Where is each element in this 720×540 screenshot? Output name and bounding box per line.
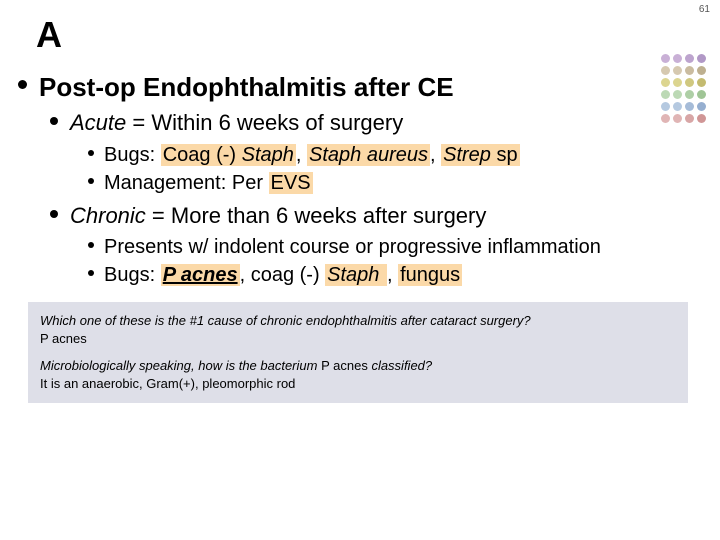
bullet-icon — [50, 117, 58, 125]
question-1: Which one of these is the #1 cause of ch… — [40, 312, 676, 330]
text: Bugs: — [104, 264, 161, 286]
highlight: fungus — [398, 264, 462, 286]
qa-block-2: Microbiologically speaking, how is the b… — [40, 357, 676, 392]
heading-text: Post-op Endophthalmitis after CE — [39, 72, 454, 103]
bullet-icon — [88, 242, 94, 248]
acute-italic: Acute — [70, 110, 126, 135]
acute-row: Acute = Within 6 weeks of surgery — [50, 109, 702, 138]
qa-block-1: Which one of these is the #1 cause of ch… — [40, 312, 676, 347]
heading-row: Post-op Endophthalmitis after CE — [18, 72, 702, 103]
chronic-row: Chronic = More than 6 weeks after surger… — [50, 202, 702, 231]
text: Management: Per — [104, 172, 269, 194]
question-2: Microbiologically speaking, how is the b… — [40, 357, 676, 375]
text: Coag (-) — [163, 144, 242, 166]
acute-bugs-row: Bugs: Coag (-) Staph, Staph aureus, Stre… — [88, 142, 702, 168]
chronic-bugs-row: Bugs: P acnes, coag (-) Staph , fungus — [88, 262, 702, 288]
chronic-italic: Chronic — [70, 203, 146, 228]
chronic-label: Chronic = More than 6 weeks after surger… — [70, 202, 486, 231]
acute-mgmt-row: Management: Per EVS — [88, 170, 702, 196]
chronic-rest: = More than 6 weeks after surgery — [146, 203, 487, 228]
acute-mgmt: Management: Per EVS — [104, 170, 313, 196]
highlight: Staph aureus — [307, 144, 430, 166]
text: classified? — [368, 358, 432, 373]
text: Microbiologically speaking, how is the b… — [40, 358, 321, 373]
acute-rest: = Within 6 weeks of surgery — [126, 110, 403, 135]
qa-box: Which one of these is the #1 cause of ch… — [28, 302, 688, 402]
text: P acnes — [321, 358, 368, 373]
chronic-bugs: Bugs: P acnes, coag (-) Staph , fungus — [104, 262, 462, 288]
text-italic: Staph — [242, 144, 294, 166]
text: , coag (-) — [240, 264, 326, 286]
text: sp — [491, 144, 518, 166]
text: Bugs: — [104, 144, 161, 166]
highlight: Staph — [325, 264, 387, 286]
text: , — [387, 264, 398, 286]
highlight: EVS — [269, 172, 313, 194]
highlight: P acnes — [161, 264, 240, 286]
bullet-icon — [18, 80, 27, 89]
chronic-presents-row: Presents w/ indolent course or progressi… — [88, 234, 702, 260]
corner-letter: A — [36, 14, 62, 56]
highlight: Strep sp — [441, 144, 520, 166]
text: , — [296, 144, 307, 166]
answer-1: P acnes — [40, 330, 676, 348]
slide-content: Post-op Endophthalmitis after CE Acute =… — [18, 72, 702, 403]
chronic-presents: Presents w/ indolent course or progressi… — [104, 234, 601, 260]
bullet-icon — [50, 210, 58, 218]
answer-2: It is an anaerobic, Gram(+), pleomorphic… — [40, 375, 676, 393]
text-italic: Strep — [443, 144, 491, 166]
page-number: 61 — [699, 4, 710, 15]
text: , — [430, 144, 441, 166]
acute-bugs: Bugs: Coag (-) Staph, Staph aureus, Stre… — [104, 142, 520, 168]
bullet-icon — [88, 150, 94, 156]
highlight: Coag (-) Staph — [161, 144, 296, 166]
bullet-icon — [88, 270, 94, 276]
acute-label: Acute = Within 6 weeks of surgery — [70, 109, 403, 138]
bullet-icon — [88, 178, 94, 184]
